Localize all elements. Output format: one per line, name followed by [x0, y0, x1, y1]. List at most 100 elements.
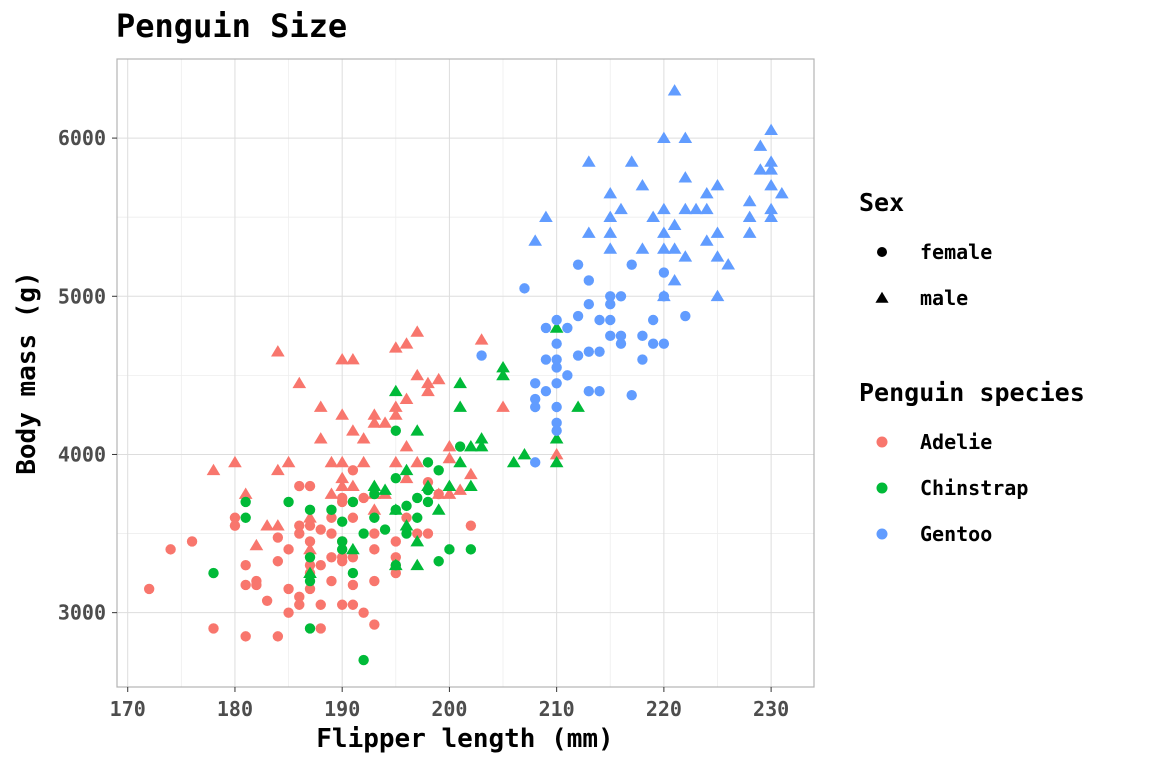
triangle-point: [335, 479, 350, 491]
triangle-point: [657, 289, 671, 302]
triangle-point: [581, 155, 596, 167]
triangle-point: [431, 487, 446, 499]
triangle-point: [313, 400, 328, 412]
triangle-point: [517, 447, 532, 460]
circle-point: [369, 575, 380, 587]
circle-point: [605, 298, 616, 310]
triangle-point: [442, 440, 457, 452]
plot-panel-border: [116, 58, 815, 688]
triangle-point: [464, 440, 478, 452]
triangle-point: [710, 250, 725, 262]
circle-point: [401, 512, 412, 523]
circle-point: [336, 544, 348, 555]
triangle-point: [399, 392, 414, 404]
triangle-point: [378, 483, 392, 495]
triangle-point: [603, 186, 618, 199]
y-axis-title: Body mass (g): [12, 271, 42, 475]
triangle-point: [667, 84, 682, 96]
circle-point: [390, 425, 401, 436]
triangle-point: [399, 337, 414, 349]
triangle-point: [388, 341, 403, 353]
triangle-point: [742, 226, 757, 238]
circle-point: [358, 607, 369, 618]
circle-point: [304, 480, 316, 492]
circle-point: [336, 536, 348, 547]
circle-point: [326, 512, 337, 523]
legend-label-female: female: [920, 240, 992, 264]
triangle-point: [699, 186, 714, 199]
triangle-point: [710, 179, 725, 191]
circle-point: [347, 567, 359, 579]
triangle-point: [646, 210, 660, 223]
triangle-point: [657, 202, 671, 215]
x-tick-label: 180: [217, 697, 253, 721]
triangle-point: [335, 408, 350, 420]
triangle-point: [367, 408, 382, 420]
circle-point: [615, 330, 627, 342]
legend-key-male: [875, 291, 889, 303]
circle-point: [540, 385, 552, 397]
triangle-point: [453, 376, 467, 389]
legend-key-female: [877, 247, 887, 257]
triangle-point: [271, 463, 285, 476]
circle-point: [347, 579, 359, 591]
triangle-point: [603, 242, 618, 254]
triangle-point: [453, 400, 467, 412]
legend-label-gentoo: Gentoo: [920, 522, 992, 546]
triangle-point: [764, 123, 778, 136]
triangle-point: [678, 250, 693, 262]
circle-point: [583, 385, 595, 397]
circle-point: [615, 338, 627, 349]
circle-point: [369, 528, 380, 539]
triangle-point: [271, 519, 285, 531]
triangle-point: [388, 503, 403, 515]
series-gentoo-female: [476, 259, 691, 468]
axis-ticks: 170 180 190 200 210 220 230 3000 4000 5000 6000: [58, 126, 789, 721]
triangle-point: [624, 155, 639, 167]
triangle-point: [260, 519, 274, 531]
triangle-point: [303, 566, 317, 578]
triangle-point: [753, 139, 768, 151]
circle-point: [283, 544, 294, 555]
triangle-point: [603, 226, 618, 238]
circle-point: [304, 504, 316, 516]
circle-point: [358, 654, 369, 666]
triangle-point: [367, 416, 382, 428]
circle-point: [433, 465, 444, 476]
circle-point: [401, 528, 412, 539]
triangle-point: [335, 471, 350, 484]
circle-point: [412, 512, 423, 523]
circle-point: [326, 552, 337, 563]
circle-point: [304, 559, 316, 571]
circle-point: [143, 583, 155, 595]
circle-point: [680, 310, 691, 322]
circle-point: [390, 472, 401, 484]
triangle-point: [678, 131, 693, 143]
circle-point: [412, 528, 423, 539]
circle-point: [551, 362, 562, 373]
triangle-point: [614, 202, 628, 215]
triangle-point: [678, 171, 693, 183]
x-tick-label: 230: [753, 697, 789, 721]
circle-point: [605, 291, 616, 302]
triangle-point: [410, 558, 425, 571]
circle-point: [315, 524, 326, 535]
circle-point: [551, 401, 562, 413]
triangle-point: [303, 542, 317, 555]
triangle-point: [496, 360, 510, 373]
circle-point: [326, 528, 337, 539]
circle-point: [647, 338, 659, 349]
triangle-point: [710, 226, 725, 238]
triangle-point: [764, 179, 778, 191]
circle-point: [572, 259, 584, 270]
triangle-point: [388, 558, 403, 571]
triangle-point: [399, 440, 414, 452]
triangle-point: [474, 432, 489, 444]
triangle-point: [528, 234, 543, 246]
triangle-point: [421, 479, 435, 491]
legend-key-chinstrap: [876, 482, 888, 494]
circle-point: [229, 520, 241, 531]
triangle-point: [657, 131, 671, 143]
triangle-point: [399, 463, 414, 476]
circle-point: [476, 350, 487, 361]
